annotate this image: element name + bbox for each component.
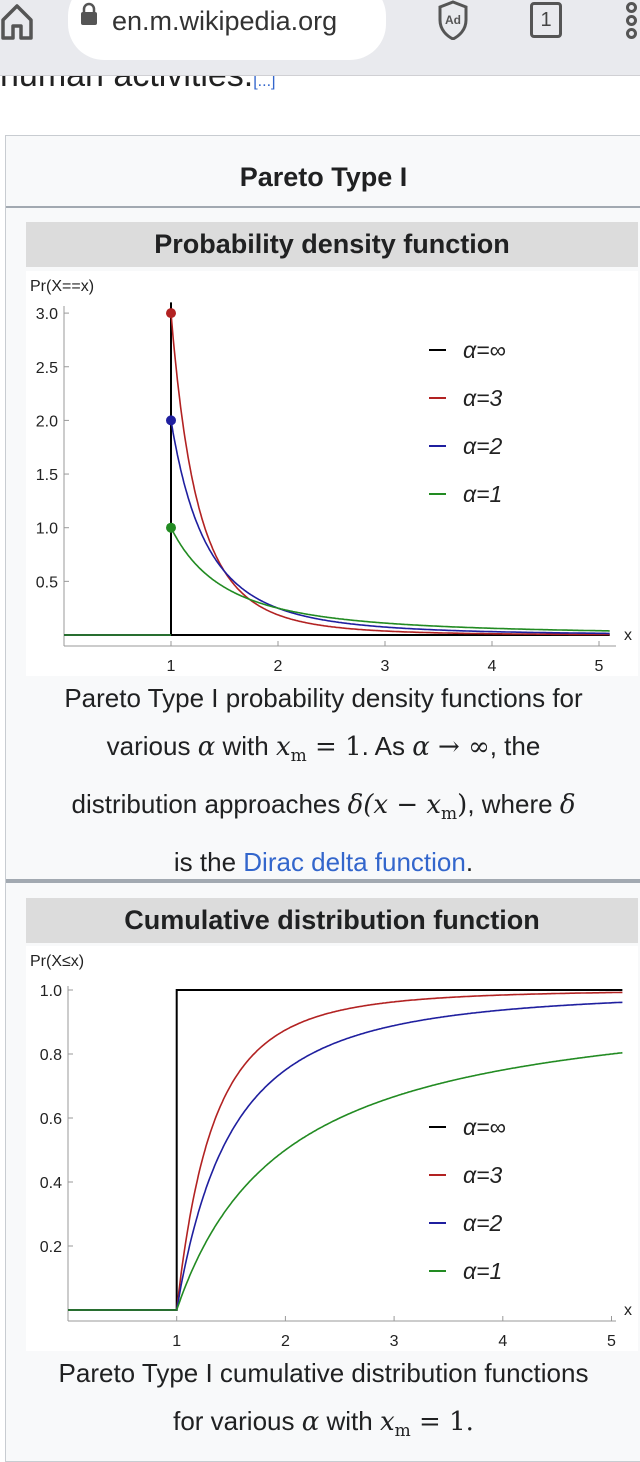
legend-label: α=2 xyxy=(463,1210,503,1236)
series-start-point xyxy=(166,522,176,533)
y-tick-label: 0.8 xyxy=(40,1047,62,1064)
article-text-fragment: human activities.[...] xyxy=(0,73,276,95)
divider xyxy=(6,206,640,208)
divider xyxy=(6,879,640,883)
legend-label: α=1 xyxy=(463,481,502,507)
series-line-1 xyxy=(64,313,610,636)
cdf-caption: Pareto Type I cumulative distribution fu… xyxy=(58,1358,589,1442)
series-line-3 xyxy=(64,527,610,636)
infobox: Pareto Type I Probability density functi… xyxy=(5,135,640,1462)
y-tick-label: 2.0 xyxy=(36,413,58,430)
y-tick-label: 0.5 xyxy=(36,574,58,591)
y-tick-label: 1.0 xyxy=(36,521,58,538)
legend-label: α=2 xyxy=(463,433,503,459)
pdf-header: Probability density function xyxy=(26,222,638,267)
y-axis-label: Pr(X≤x) xyxy=(30,953,84,970)
x-tick-label: 2 xyxy=(274,658,283,675)
legend-label: α=∞ xyxy=(463,337,506,363)
cdf-chart[interactable]: Pr(X≤x) x 0.2 0.4 0.6 0.8 1.0 1 2 3 4 5 α=∞ α=3 α=2 α=1 xyxy=(26,946,638,1351)
more-menu-icon[interactable] xyxy=(626,2,640,41)
x-tick-label: 2 xyxy=(281,1333,290,1350)
series-start-point xyxy=(166,308,176,319)
x-tick-label: 4 xyxy=(498,1333,507,1350)
x-tick-label: 5 xyxy=(595,658,604,675)
legend-label: α=1 xyxy=(463,1258,502,1284)
address-bar[interactable] xyxy=(68,0,386,60)
tab-switcher-button[interactable]: 1 xyxy=(530,2,562,38)
series-line-2 xyxy=(64,420,610,636)
reference-link[interactable]: [...] xyxy=(253,73,276,90)
ad-label: Ad xyxy=(445,13,461,27)
home-icon[interactable] xyxy=(0,2,34,40)
x-axis-label: x xyxy=(624,1302,632,1319)
series-line-0 xyxy=(64,302,610,636)
series-start-point xyxy=(166,415,176,426)
x-tick-label: 5 xyxy=(607,1333,616,1350)
y-tick-label: 2.5 xyxy=(36,360,58,377)
x-tick-label: 1 xyxy=(172,1333,181,1350)
x-tick-label: 1 xyxy=(167,658,176,675)
y-tick-label: 1.5 xyxy=(36,467,58,484)
legend-label: α=3 xyxy=(463,1162,503,1188)
infobox-title: Pareto Type I xyxy=(239,162,408,192)
lock-icon xyxy=(81,2,97,25)
y-tick-label: 1.0 xyxy=(40,983,62,1000)
x-tick-label: 3 xyxy=(390,1333,399,1350)
ad-block-shield-icon[interactable]: Ad xyxy=(437,0,469,40)
url-text[interactable]: en.m.wikipedia.org xyxy=(112,6,338,36)
cdf-header: Cumulative distribution function xyxy=(26,898,638,943)
legend-label: α=∞ xyxy=(463,1114,506,1140)
browser-toolbar: en.m.wikipedia.org Ad 1 xyxy=(0,0,640,76)
series-line-3 xyxy=(68,1051,623,1311)
series-line-1 xyxy=(68,991,623,1311)
series-line-2 xyxy=(68,1001,623,1311)
x-tick-label: 3 xyxy=(381,658,390,675)
pdf-chart[interactable]: Pr(X==x) x 0.5 1.0 1.5 2.0 2.5 3.0 1 2 3 4 5 α=∞ α=3 α=… xyxy=(26,271,638,676)
x-axis-label: x xyxy=(624,627,632,644)
cut-text: human activities. xyxy=(0,76,253,94)
y-tick-label: 0.2 xyxy=(40,1239,62,1256)
dirac-delta-link[interactable]: Dirac delta function xyxy=(243,847,466,878)
series-line-0 xyxy=(68,989,623,1311)
legend-label: α=3 xyxy=(463,385,503,411)
y-tick-label: 3.0 xyxy=(36,306,58,323)
y-tick-label: 0.6 xyxy=(40,1111,62,1128)
y-axis-label: Pr(X==x) xyxy=(30,278,94,295)
pdf-caption: Pareto Type I probability density functi… xyxy=(64,683,583,878)
x-tick-label: 4 xyxy=(488,658,497,675)
y-tick-label: 0.4 xyxy=(40,1175,62,1192)
